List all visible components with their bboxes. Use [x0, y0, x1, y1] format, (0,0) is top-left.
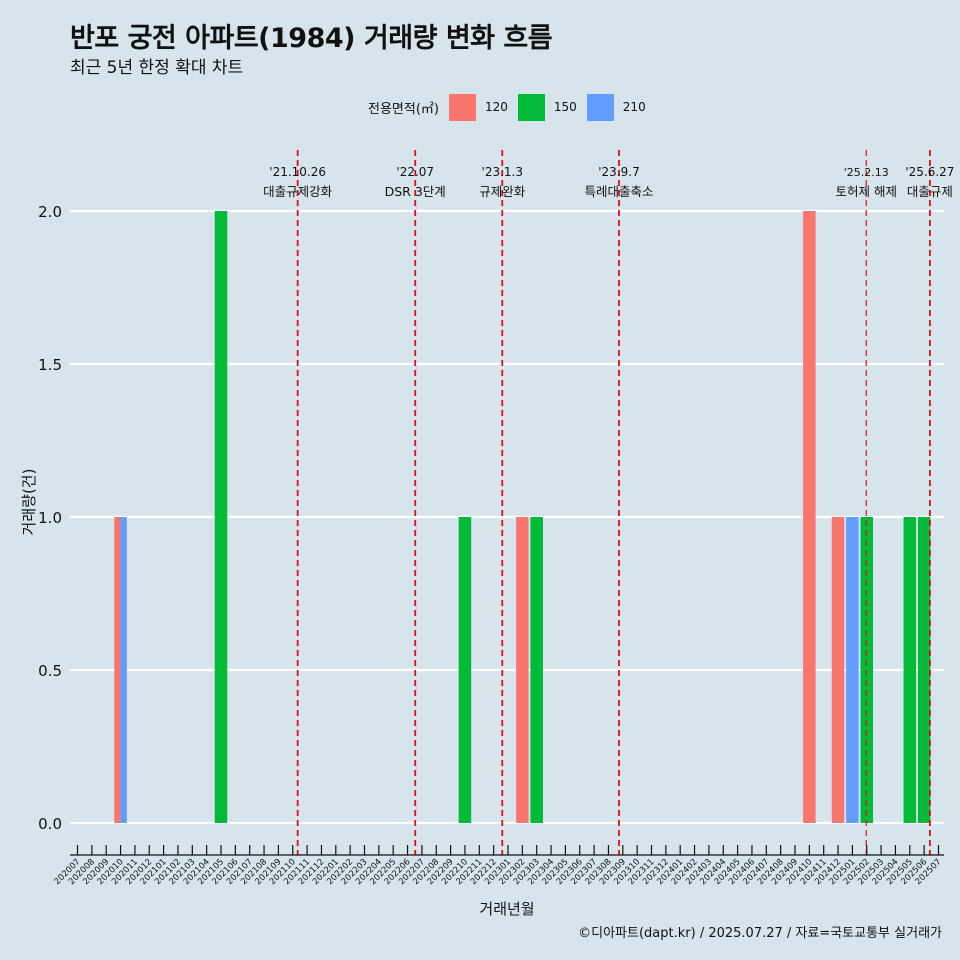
- event-date-label: '25.6.27: [905, 165, 954, 179]
- legend-item-150: 150: [517, 93, 577, 121]
- bar-202303-150: [530, 517, 543, 823]
- y-tick-label: 1.0: [38, 509, 62, 527]
- bar-202506-150: [917, 517, 931, 823]
- legend-label-210: 210: [622, 100, 646, 114]
- x-axis-title: 거래년월: [479, 900, 534, 918]
- y-tick-label: 2.0: [38, 203, 62, 221]
- legend-swatch-120: [448, 93, 476, 121]
- source-caption: ©디아파트(dapt.kr) / 2025.07.27 / 자료=국토교통부 실…: [578, 926, 942, 941]
- event-date-label: '22.07: [396, 165, 434, 179]
- legend-item-210: 210: [586, 93, 646, 121]
- event-date-label: '23.9.7: [598, 165, 639, 179]
- y-tick-label: 1.5: [38, 356, 62, 374]
- event-description-label: 토허제 해제: [835, 184, 896, 199]
- bar-202412-120: [831, 517, 845, 823]
- event-description-label: 특례대출축소: [584, 184, 653, 199]
- chart-subtitle: 최근 5년 한정 확대 차트: [70, 58, 244, 78]
- legend-label-120: 120: [484, 100, 508, 114]
- event-description-label: 대출규제: [907, 184, 953, 199]
- chart-title: 반포 궁전 아파트(1984) 거래량 변화 흐름: [70, 23, 553, 54]
- legend-swatch-210: [586, 93, 614, 121]
- y-axis-title: 거래량(건): [20, 469, 38, 536]
- y-tick-label: 0.5: [38, 662, 62, 680]
- bar-202501-210: [846, 517, 859, 823]
- bar-202210-150: [458, 517, 472, 823]
- bar-202105-150: [214, 211, 228, 823]
- event-date-label: '25.2.13: [844, 166, 889, 179]
- bar-202302-120: [516, 517, 529, 823]
- bar-202010-120: [114, 517, 121, 823]
- event-date-label: '23.1.3: [482, 165, 523, 179]
- event-description-label: 규제완화: [479, 184, 526, 199]
- legend-title: 전용면적(㎡): [368, 101, 439, 117]
- legend-item-120: 120: [448, 93, 508, 121]
- event-description-label: 대출규제강화: [263, 184, 333, 199]
- legend-swatch-150: [517, 93, 545, 121]
- event-description-label: DSR 3단계: [385, 184, 446, 199]
- bar-202010-210: [120, 517, 127, 823]
- y-tick-label: 0.0: [38, 815, 62, 833]
- bar-202505-150: [903, 517, 917, 823]
- bar-202410-120: [803, 211, 816, 823]
- event-date-label: '21.10.26: [269, 165, 326, 179]
- legend-label-150: 150: [553, 100, 577, 114]
- legend: 전용면적(㎡) 120 150 210: [368, 93, 656, 121]
